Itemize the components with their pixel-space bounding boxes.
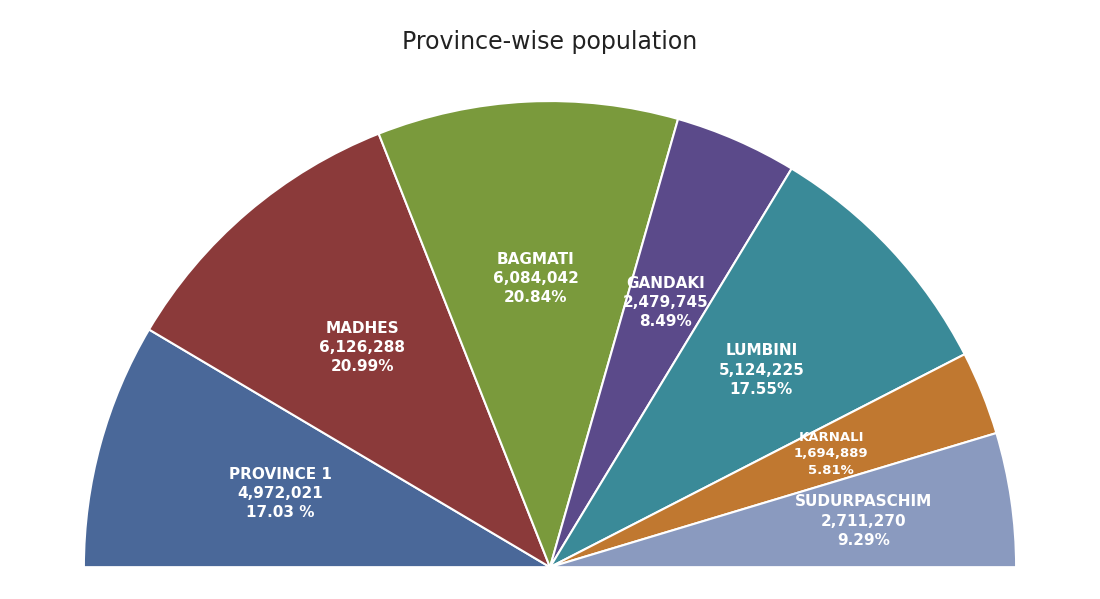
Text: BAGMATI
6,084,042
20.84%: BAGMATI 6,084,042 20.84% <box>493 252 579 305</box>
Wedge shape <box>148 134 550 567</box>
Text: SUDURPASCHIM
2,711,270
9.29%: SUDURPASCHIM 2,711,270 9.29% <box>795 494 932 547</box>
Text: PROVINCE 1
4,972,021
17.03 %: PROVINCE 1 4,972,021 17.03 % <box>229 467 332 520</box>
Text: MADHES
6,126,288
20.99%: MADHES 6,126,288 20.99% <box>319 320 406 374</box>
Wedge shape <box>550 168 965 567</box>
Text: GANDAKI
2,479,745
8.49%: GANDAKI 2,479,745 8.49% <box>623 276 708 329</box>
Wedge shape <box>378 101 678 567</box>
Wedge shape <box>550 433 1016 567</box>
Text: Province-wise population: Province-wise population <box>403 30 697 54</box>
Text: LUMBINI
5,124,225
17.55%: LUMBINI 5,124,225 17.55% <box>718 343 804 397</box>
Wedge shape <box>550 119 792 567</box>
Wedge shape <box>550 354 997 567</box>
Text: KARNALI
1,694,889
5.81%: KARNALI 1,694,889 5.81% <box>794 431 868 477</box>
Wedge shape <box>84 329 550 567</box>
